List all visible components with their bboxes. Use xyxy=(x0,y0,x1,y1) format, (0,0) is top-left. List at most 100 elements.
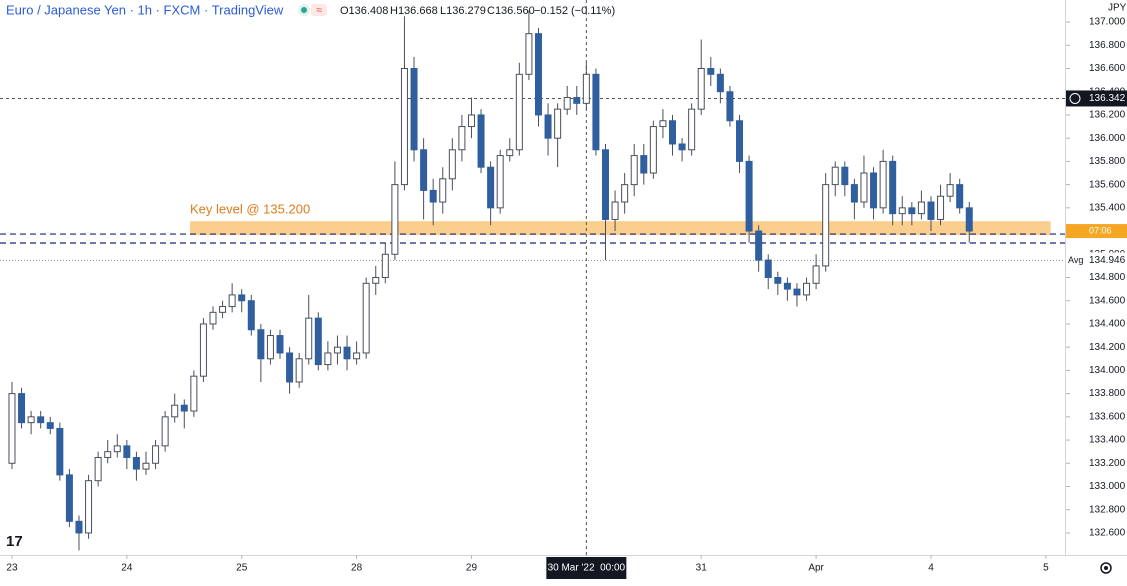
x-tick-label: 23 xyxy=(6,563,18,574)
candle-body xyxy=(889,160,897,215)
candle-body xyxy=(659,120,667,128)
y-tick-label: 136.800 xyxy=(1089,40,1126,51)
candle-body xyxy=(8,393,16,464)
candle-body xyxy=(295,358,303,383)
x-tick-label: Apr xyxy=(808,563,824,574)
candle-body xyxy=(448,149,456,180)
candle-body xyxy=(238,294,246,302)
crosshair-price-label: 136.342 xyxy=(1089,93,1126,104)
y-tick-label: 136.600 xyxy=(1089,63,1126,74)
candle-body xyxy=(841,166,849,186)
candle-body xyxy=(601,149,609,220)
candle-body xyxy=(831,166,839,186)
candle-body xyxy=(37,416,45,424)
x-tick-label: 5 xyxy=(1043,563,1049,574)
y-tick-label: 133.400 xyxy=(1089,435,1126,446)
x-tick-label: 24 xyxy=(121,563,133,574)
candle-body xyxy=(736,120,744,162)
candle-body xyxy=(525,33,533,75)
candle-body xyxy=(908,207,916,215)
y-axis-unit: JPY xyxy=(1108,3,1127,14)
candle-body xyxy=(372,277,380,284)
candle-body xyxy=(554,108,562,139)
candle-body xyxy=(228,294,236,308)
x-tick-label: 29 xyxy=(466,563,478,574)
candle-body xyxy=(793,288,801,296)
x-tick-label: 31 xyxy=(696,563,708,574)
x-tick-label: 25 xyxy=(236,563,248,574)
ohlc-low: L136.279 xyxy=(440,5,486,17)
average-value: 134.946 xyxy=(1089,255,1126,266)
logo-glyph: 17 xyxy=(6,533,23,550)
status-dot xyxy=(301,7,307,13)
candle-body xyxy=(774,277,782,284)
candle-body xyxy=(85,480,93,534)
candle-body xyxy=(161,416,169,447)
candle-body xyxy=(429,189,437,203)
ohlc-close: C136.560 xyxy=(487,5,535,17)
gear-center[interactable] xyxy=(1104,566,1108,570)
candle-body xyxy=(324,352,332,366)
candle-body xyxy=(764,259,772,278)
candle-body xyxy=(573,97,581,104)
candle-body xyxy=(46,422,54,429)
candle-body xyxy=(563,97,571,110)
candle-body xyxy=(458,126,466,151)
candle-body xyxy=(343,346,351,360)
y-tick-label: 136.000 xyxy=(1089,133,1126,144)
candle-body xyxy=(209,311,217,325)
y-tick-label: 133.200 xyxy=(1089,458,1126,469)
candle-body xyxy=(812,265,820,284)
candle-body xyxy=(420,149,428,191)
crosshair-time-badge xyxy=(546,557,627,579)
average-label: Avg xyxy=(1068,255,1083,265)
candle-body xyxy=(946,184,954,197)
key-level-zone xyxy=(190,221,1051,236)
candle-body xyxy=(688,108,696,151)
candle-body xyxy=(113,445,121,453)
candle-body xyxy=(755,230,763,261)
candle-body xyxy=(477,114,485,168)
candle-body xyxy=(391,184,399,255)
candle-body xyxy=(381,253,389,279)
candle-body xyxy=(496,155,504,209)
ohlc-open: O136.408 xyxy=(340,5,388,17)
candle-body xyxy=(927,201,935,220)
candle-body xyxy=(353,352,361,360)
candle-body xyxy=(697,68,705,110)
candle-body xyxy=(142,462,150,470)
candle-body xyxy=(65,474,73,522)
gear-icon[interactable] xyxy=(1100,562,1112,574)
candle-body xyxy=(649,126,657,174)
candle-body xyxy=(822,184,830,267)
candle-body xyxy=(247,300,255,331)
y-tick-label: 134.800 xyxy=(1089,272,1126,283)
y-tick-label: 135.400 xyxy=(1089,202,1126,213)
y-tick-label: 134.200 xyxy=(1089,342,1126,353)
candle-body xyxy=(621,184,629,203)
candle-body xyxy=(219,306,227,313)
ohlc-change: −0.152 (−0.11%) xyxy=(534,5,615,17)
y-tick-label: 132.800 xyxy=(1089,504,1126,515)
countdown-badge xyxy=(1066,224,1127,239)
candle-body xyxy=(400,68,408,186)
candle-body xyxy=(18,393,26,424)
candle-body xyxy=(630,155,638,186)
settings-button[interactable] xyxy=(1100,562,1112,574)
candle-body xyxy=(257,329,265,360)
candle-body xyxy=(850,184,858,203)
x-tick-label: 28 xyxy=(351,563,363,574)
candle-body xyxy=(534,33,542,116)
candle-body xyxy=(611,201,619,220)
candle-body xyxy=(104,451,112,458)
candle-body xyxy=(965,207,973,232)
legend: Euro / Japanese Yen · 1h · FXCM · Tradin… xyxy=(6,2,615,17)
y-tick-label: 134.400 xyxy=(1089,319,1126,330)
tradingview-logo: 17 xyxy=(6,533,23,550)
candle-body xyxy=(917,201,925,215)
candle-body xyxy=(803,282,811,296)
candle-body xyxy=(515,73,523,151)
candle-body xyxy=(190,375,198,412)
